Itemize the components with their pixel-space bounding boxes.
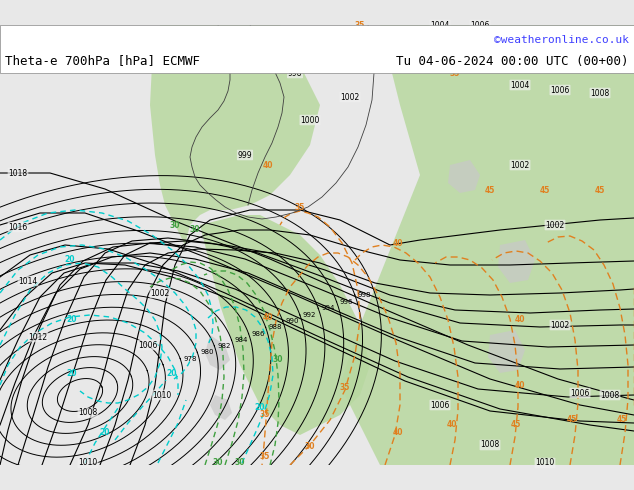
Text: 1002: 1002 xyxy=(401,50,420,59)
Text: 20: 20 xyxy=(167,368,178,377)
Text: Tu 04-06-2024 00:00 UTC (00+00): Tu 04-06-2024 00:00 UTC (00+00) xyxy=(396,54,629,68)
Text: 1000: 1000 xyxy=(320,49,340,57)
Text: 45: 45 xyxy=(617,416,627,424)
Text: 20: 20 xyxy=(65,255,75,265)
Polygon shape xyxy=(200,215,370,435)
Text: 1004: 1004 xyxy=(510,80,529,90)
Text: 35: 35 xyxy=(260,452,270,462)
Text: 1008: 1008 xyxy=(590,89,610,98)
Text: 30: 30 xyxy=(305,442,315,451)
Text: 1010: 1010 xyxy=(152,391,172,399)
Polygon shape xyxy=(498,240,535,283)
Polygon shape xyxy=(205,335,230,370)
Text: 1008: 1008 xyxy=(79,409,98,417)
Text: 986: 986 xyxy=(252,331,265,337)
Text: 40: 40 xyxy=(392,428,403,438)
Text: 1012: 1012 xyxy=(29,333,48,342)
Text: 35: 35 xyxy=(260,411,270,419)
Text: 982: 982 xyxy=(217,343,231,349)
Text: 30: 30 xyxy=(273,356,283,365)
Text: 45: 45 xyxy=(485,186,495,195)
Text: 30: 30 xyxy=(170,220,180,229)
Polygon shape xyxy=(150,25,320,245)
Bar xyxy=(0,25,634,73)
Text: 1006: 1006 xyxy=(430,400,450,410)
Text: 40: 40 xyxy=(392,239,403,247)
Text: 992: 992 xyxy=(303,312,316,318)
Text: 1006: 1006 xyxy=(571,389,590,397)
Text: 45: 45 xyxy=(567,416,577,424)
Text: 35: 35 xyxy=(340,383,350,392)
Text: 35: 35 xyxy=(295,202,305,212)
Text: 998: 998 xyxy=(288,69,302,77)
Text: 1008: 1008 xyxy=(481,441,500,449)
Polygon shape xyxy=(340,25,634,465)
Text: 30: 30 xyxy=(190,225,200,235)
Text: 35: 35 xyxy=(450,69,460,77)
Text: 1002: 1002 xyxy=(545,220,565,229)
Text: 1000: 1000 xyxy=(301,116,320,124)
Text: 45: 45 xyxy=(511,420,521,430)
Text: 40: 40 xyxy=(262,161,273,170)
Text: 994: 994 xyxy=(321,305,335,311)
Text: 978: 978 xyxy=(183,356,197,362)
Text: 988: 988 xyxy=(269,324,282,330)
Text: 1010: 1010 xyxy=(535,459,555,467)
Text: 1002: 1002 xyxy=(340,93,359,101)
Text: 45: 45 xyxy=(540,186,550,195)
Text: 45: 45 xyxy=(595,186,605,195)
Text: 1008: 1008 xyxy=(600,391,619,399)
Text: 40: 40 xyxy=(447,420,457,430)
Polygon shape xyxy=(448,160,480,193)
Text: 1014: 1014 xyxy=(18,276,37,286)
Text: 20: 20 xyxy=(67,316,77,324)
Text: 996: 996 xyxy=(340,298,353,305)
Text: 1018: 1018 xyxy=(8,169,27,177)
Text: Theta-e 700hPa [hPa] ECMWF: Theta-e 700hPa [hPa] ECMWF xyxy=(5,54,200,68)
Text: 1002: 1002 xyxy=(550,320,569,329)
Text: 980: 980 xyxy=(200,349,214,355)
Text: 1004: 1004 xyxy=(430,21,450,29)
Text: 1006: 1006 xyxy=(550,85,570,95)
Text: 20: 20 xyxy=(67,368,77,377)
Text: 40: 40 xyxy=(515,381,525,390)
Text: 35: 35 xyxy=(355,21,365,29)
Polygon shape xyxy=(488,330,525,373)
Text: 1002: 1002 xyxy=(510,161,529,170)
Text: 999: 999 xyxy=(238,150,252,160)
Text: 984: 984 xyxy=(235,337,248,343)
Text: 20: 20 xyxy=(100,428,110,438)
Text: 1006: 1006 xyxy=(470,21,489,29)
Text: 30: 30 xyxy=(213,459,223,467)
Text: 40: 40 xyxy=(515,316,525,324)
Text: 998: 998 xyxy=(358,292,372,298)
Text: 1006: 1006 xyxy=(138,341,158,349)
Text: 1002: 1002 xyxy=(150,289,170,297)
Text: 1010: 1010 xyxy=(79,459,98,467)
Text: 40: 40 xyxy=(262,313,273,321)
Text: 1016: 1016 xyxy=(8,222,28,231)
Text: 20: 20 xyxy=(255,402,265,412)
Polygon shape xyxy=(210,395,232,420)
Text: ©weatheronline.co.uk: ©weatheronline.co.uk xyxy=(494,35,629,45)
Text: 30: 30 xyxy=(235,459,245,467)
Text: 990: 990 xyxy=(286,318,299,324)
